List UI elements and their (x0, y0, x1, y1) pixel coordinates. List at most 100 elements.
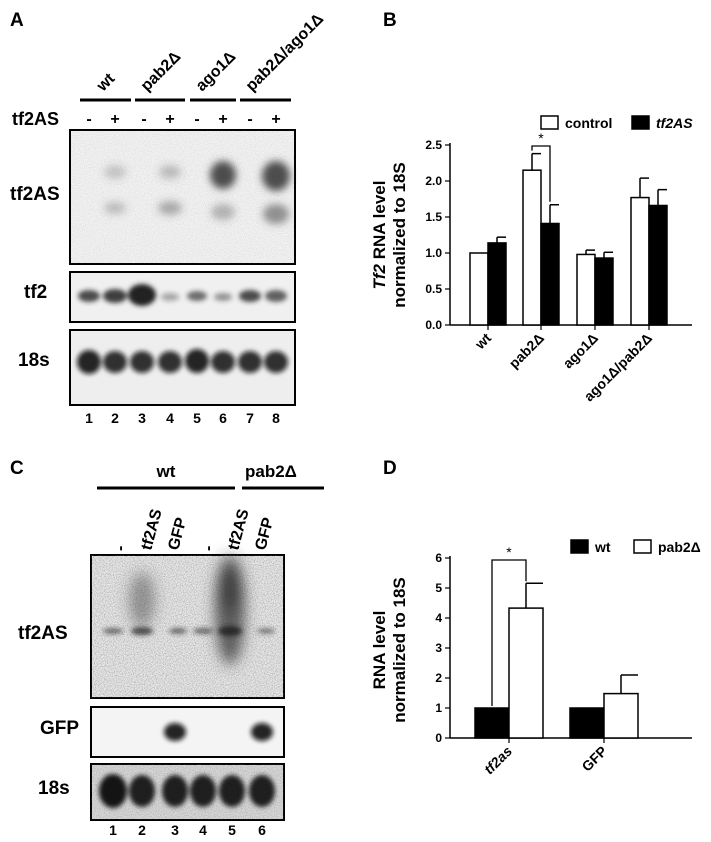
panel-b: B Tf2 RNA level normalized to 18S 0.0 0.5… (370, 10, 693, 404)
group-label: pab2Δ/ago1Δ (243, 11, 327, 95)
y-tick-label: 3 (435, 641, 442, 655)
lane-number: 1 (109, 822, 117, 838)
sign: - (86, 111, 91, 128)
bar-first-series (469, 252, 489, 326)
lane-number: 1 (85, 410, 93, 426)
group-label: ago1Δ (193, 48, 240, 95)
y-tick-label: 4 (435, 611, 442, 625)
bar-second-series (603, 692, 639, 739)
lane-number: 5 (193, 410, 201, 426)
group-header-pab2-ago1: pab2Δ/ago1Δ (240, 11, 327, 102)
lane-label: GFP (252, 516, 277, 552)
blot-label-18s: 18s (18, 350, 50, 371)
bar-second-series (508, 607, 544, 739)
blot-label-gfp: GFP (40, 718, 79, 739)
chart-d: 0 1 2 3 4 5 6 tf2as GFP wt pab2Δ * (435, 539, 700, 777)
x-tick-label: wt (471, 330, 494, 353)
blot-label-18s: 18s (38, 778, 70, 799)
x-tick-label: ago1Δ (560, 330, 602, 372)
y-tick-label: 0.0 (425, 318, 442, 332)
lane-number: 4 (199, 822, 207, 838)
legend-swatch (631, 115, 650, 130)
lane-number: 6 (219, 410, 227, 426)
legend-label: tf2AS (656, 115, 693, 131)
lane-labels-c: - tf2AS GFP - tf2AS GFP (112, 507, 277, 552)
panel-c-group-headers: wt pab2Δ (97, 462, 324, 490)
y-tick-label: 1.5 (425, 210, 442, 224)
lane-number: 6 (258, 822, 266, 838)
lane-label: tf2AS (138, 507, 165, 552)
bar-second-series (540, 222, 560, 326)
panel-a-group-headers: wt pab2Δ ago1Δ pab2Δ/ago1Δ (80, 11, 327, 102)
bar-first-series (630, 196, 650, 326)
y-tick-label: 1 (435, 701, 442, 715)
blot-c-gfp (90, 706, 285, 758)
treatment-label: tf2AS (12, 109, 59, 129)
lane-numbers-a: 1 2 3 4 5 6 7 8 (85, 410, 280, 426)
lane-label: GFP (165, 516, 190, 552)
panel-d-letter: D (383, 458, 397, 479)
blot-c-18s (90, 763, 285, 821)
lane-numbers-c: 1 2 3 4 5 6 (109, 822, 266, 838)
legend-label: pab2Δ (658, 539, 701, 555)
panel-d: D RNA level normalized to 18S 0 1 2 3 4 5 6 tf2… (370, 458, 701, 777)
sign: - (247, 111, 252, 128)
sign: + (110, 111, 119, 128)
bar-first-series (569, 707, 605, 739)
x-tick-label: tf2as (481, 743, 516, 778)
bar-first-series (522, 169, 542, 326)
sign: - (194, 111, 199, 128)
group-label-pab2: pab2Δ (245, 462, 297, 481)
group-label: wt (93, 70, 119, 96)
x-tick-label: GFP (578, 743, 610, 775)
lane-number: 7 (246, 410, 254, 426)
chart-d-ylabel: RNA level (370, 611, 389, 690)
panel-c-letter: C (10, 458, 24, 479)
bar-second-series (487, 242, 507, 326)
lane-label: tf2AS (225, 507, 252, 552)
blot-label-tf2as: tf2AS (18, 623, 68, 644)
y-tick-label: 6 (435, 551, 442, 565)
chart-d-ylabel-line2: normalized to 18S (390, 577, 409, 722)
sign: - (141, 111, 146, 128)
legend-swatch (633, 539, 652, 554)
bar-second-series (648, 204, 668, 326)
blot-a-18s (69, 329, 296, 406)
lane-number: 3 (138, 410, 146, 426)
panel-a: A wt pab2Δ ago1Δ pab2Δ/ago1Δ tf2AS - + (10, 10, 327, 426)
bar-second-series (594, 257, 614, 326)
lane-number: 5 (228, 822, 236, 838)
bar-first-series (576, 253, 596, 326)
group-label: pab2Δ (138, 48, 185, 95)
y-tick-label: 2.0 (425, 174, 442, 188)
sign: + (271, 111, 280, 128)
blot-label-tf2: tf2 (24, 282, 47, 303)
lane-number: 3 (171, 822, 179, 838)
group-header-ago1: ago1Δ (190, 48, 240, 102)
sign: + (218, 111, 227, 128)
y-tick-label: 1.0 (425, 246, 442, 260)
y-tick-label: 2.5 (425, 138, 442, 152)
y-tick-label: 0.5 (425, 282, 442, 296)
lane-label: - (112, 546, 129, 551)
lane-number: 4 (166, 410, 174, 426)
lane-number: 8 (272, 410, 280, 426)
legend-swatch (540, 115, 559, 130)
group-header-wt: wt (80, 70, 131, 102)
significance-star: * (506, 544, 512, 560)
y-tick-label: 2 (435, 671, 442, 685)
chart-b-ylabel: Tf2 RNA level (370, 181, 389, 290)
blot-a-tf2as (69, 129, 296, 265)
x-tick-label: pab2Δ (506, 330, 548, 372)
group-header-pab2: pab2Δ (135, 48, 185, 102)
chart-b: 0.00.51.01.52.02.5wt pab2Δ ago1Δago1Δ/pab2… (425, 115, 693, 404)
y-tick-label: 0 (435, 731, 442, 745)
lane-label: - (200, 546, 217, 551)
significance-bracket (531, 145, 551, 202)
chart-b-ylabel-line2: normalized to 18S (390, 162, 409, 307)
panel-b-letter: B (383, 10, 397, 31)
panel-a-letter: A (10, 10, 24, 31)
y-tick-label: 5 (435, 581, 442, 595)
significance-bracket (491, 559, 527, 706)
group-label-wt: wt (156, 462, 176, 481)
